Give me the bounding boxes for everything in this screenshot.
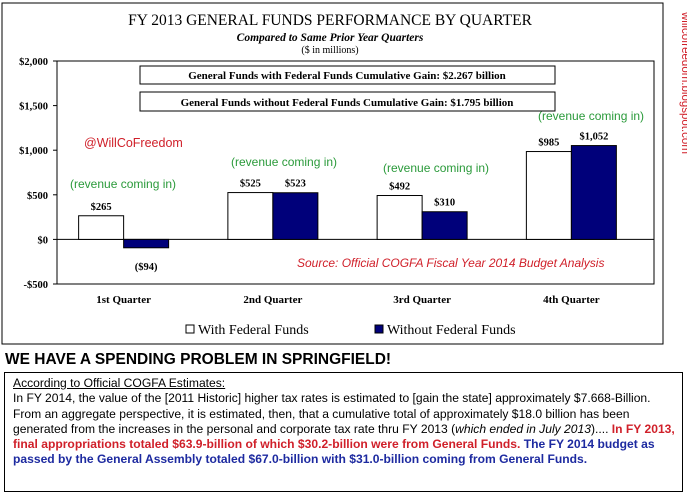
- y-tick-label: $1,500: [19, 102, 48, 113]
- bar-without-federal-funds: [421, 211, 468, 240]
- para1-italic: which ended in July 2013: [455, 421, 591, 436]
- article-intro: According to Official COGFA Estimates:: [13, 376, 676, 391]
- y-tick-label: $0: [38, 235, 49, 246]
- legend-swatch-without: [374, 324, 384, 334]
- bar-without-federal-funds: [123, 238, 170, 249]
- para1-text-b: )....: [590, 421, 612, 436]
- y-tick-label: -$500: [24, 280, 49, 291]
- x-tick-label: 3rd Quarter: [393, 294, 451, 306]
- para1-text-a: In FY 2014, the value of the [2011 Histo…: [13, 391, 651, 436]
- bar-with-federal-funds: [376, 195, 423, 240]
- bar-without-federal-funds: [570, 145, 617, 240]
- legend-swatch-with: [185, 324, 195, 334]
- gain-box-with-text: General Funds with Federal Funds Cumulat…: [188, 70, 506, 82]
- bar-data-label: $985: [538, 138, 559, 149]
- bar-data-labels: $265 ($94) $525 $523 $492 $310 $985 $1,052: [91, 132, 609, 273]
- x-tick-label: 4th Quarter: [543, 294, 600, 306]
- gain-box-without-text: General Funds without Federal Funds Cumu…: [181, 97, 514, 109]
- gain-box-without-frame: [139, 91, 556, 112]
- revenue-note-q1: (revenue coming in): [70, 177, 176, 191]
- chart-subtitle: Compared to Same Prior Year Quarters: [237, 32, 424, 44]
- bar-data-label: $523: [285, 179, 306, 190]
- bar-data-label: $492: [389, 182, 410, 193]
- x-tick-label: 1st Quarter: [96, 294, 151, 306]
- blue-sentence: The FY 2014 budget as passed by the Gene…: [13, 437, 655, 467]
- bar-without-federal-funds: [272, 192, 319, 240]
- chart-area: FY 2013 GENERAL FUNDS PERFORMANCE BY QUA…: [1, 2, 687, 345]
- bar-with-federal-funds: [227, 192, 274, 240]
- y-tick-label: $2,000: [19, 57, 48, 68]
- red-sentence: In FY 2013, final appropriations totaled…: [13, 421, 675, 452]
- intro-text: According to Official COGFA Estimates:: [13, 376, 226, 390]
- article-paragraph: In FY 2014, the value of the [2011 Histo…: [13, 391, 676, 467]
- bar-with-federal-funds: [78, 215, 125, 240]
- revenue-note-q2: (revenue coming in): [231, 155, 337, 169]
- revenue-note-q3: (revenue coming in): [383, 161, 489, 175]
- x-tick-label: 2nd Quarter: [243, 294, 302, 306]
- x-axis: 1st Quarter 2nd Quarter 3rd Quarter 4th Qua…: [96, 294, 599, 306]
- twitter-handle: @WillCoFreedom: [84, 136, 183, 150]
- y-tick-label: $1,000: [19, 146, 48, 157]
- article-body: According to Official COGFA Estimates: I…: [4, 372, 683, 492]
- bar-data-label: $265: [91, 202, 112, 213]
- bar-series: [78, 145, 617, 249]
- y-tick-label: $500: [27, 191, 48, 202]
- legend-label-without: Without Federal Funds: [387, 323, 516, 338]
- chart-title: FY 2013 GENERAL FUNDS PERFORMANCE BY QUA…: [128, 12, 532, 29]
- vertical-url-watermark: willcofreedom.blogspot.com: [679, 11, 687, 154]
- article-headline: WE HAVE A SPENDING PROBLEM IN SPRINGFIEL…: [5, 351, 392, 368]
- gain-box-with-frame: [139, 65, 556, 85]
- bar-data-label: $310: [434, 198, 455, 209]
- bar-with-federal-funds: [525, 151, 572, 240]
- bar-data-label: ($94): [135, 262, 158, 273]
- chart-svg: FY 2013 GENERAL FUNDS PERFORMANCE BY QUA…: [1, 2, 664, 345]
- source-note: Source: Official COGFA Fiscal Year 2014 …: [297, 256, 604, 270]
- legend-label-with: With Federal Funds: [198, 323, 309, 338]
- vertical-url-text: willcofreedom.blogspot.com: [679, 11, 687, 154]
- revenue-note-q4: (revenue coming in): [538, 109, 644, 123]
- bar-data-label: $525: [240, 179, 261, 190]
- bar-data-label: $1,052: [579, 132, 608, 143]
- chart-units-note: ($ in millions): [301, 45, 358, 56]
